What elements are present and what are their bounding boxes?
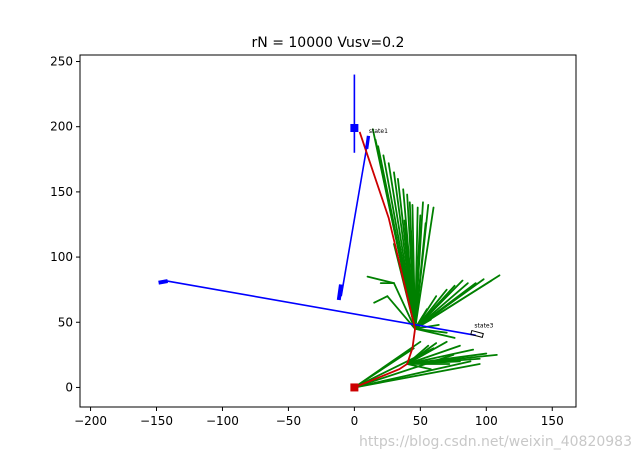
tree-branch [414, 222, 427, 330]
obstacle-line [340, 142, 369, 297]
y-tick-label: 200 [50, 120, 73, 134]
x-tick-label: 150 [541, 414, 564, 428]
state-annotation: state3 [474, 322, 493, 329]
square-marker [350, 383, 359, 392]
tree-branch [366, 275, 395, 285]
y-tick-label: 250 [50, 55, 73, 69]
tree-branch [414, 327, 456, 339]
x-tick-label: 0 [351, 414, 359, 428]
tree-branch [414, 214, 422, 330]
state-annotation: state1 [369, 128, 388, 135]
tree-branch [412, 282, 416, 330]
tree-branch [414, 279, 464, 330]
vehicle-marker [336, 284, 343, 301]
y-tick-label: 150 [50, 185, 73, 199]
vehicle-marker [158, 279, 168, 285]
tree-branch [353, 340, 422, 389]
tree-branch [406, 269, 416, 330]
tree-branch [414, 314, 424, 330]
x-tick-label: 100 [475, 414, 498, 428]
obstacle-line [164, 279, 476, 337]
x-tick-label: −100 [206, 414, 239, 428]
tree-branch [373, 295, 389, 304]
tree-branch [353, 353, 455, 389]
tree-branch [393, 282, 416, 330]
tree-branch [353, 363, 481, 389]
y-tick-label: 0 [65, 380, 73, 394]
state-box [470, 329, 484, 339]
square-marker [350, 124, 359, 133]
vehicle-marker [365, 135, 371, 150]
y-tick-label: 100 [50, 250, 73, 264]
y-tick-label: 50 [58, 315, 73, 329]
x-tick-label: −50 [276, 414, 301, 428]
tree-branch [414, 206, 435, 330]
axes-frame [79, 54, 577, 408]
tree-branch [406, 348, 475, 365]
x-tick-label: −200 [74, 414, 107, 428]
x-tick-label: −150 [140, 414, 173, 428]
tree-branch [414, 318, 432, 330]
path-line [354, 131, 416, 389]
watermark: https://blog.csdn.net/weixin_40820983 [359, 434, 632, 450]
tree-branch [353, 347, 435, 389]
x-tick-label: 50 [413, 414, 428, 428]
chart-title: rN = 10000 Vusv=0.2 [252, 35, 405, 51]
tree-branch [406, 344, 461, 365]
tree-branch [406, 340, 448, 365]
